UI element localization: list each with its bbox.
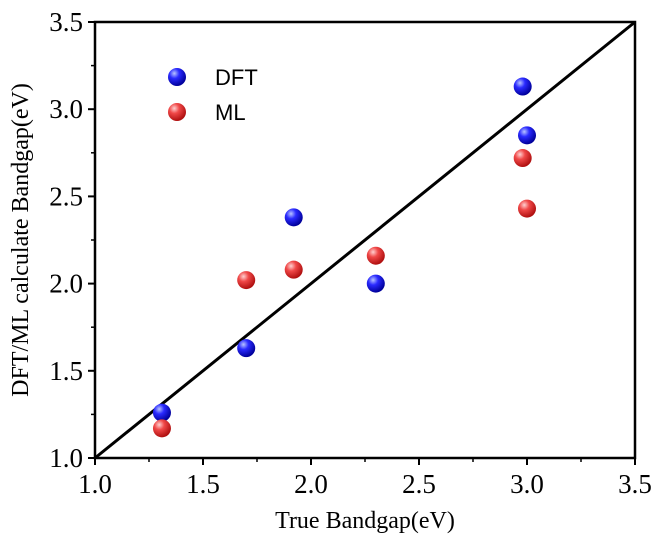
data-point-dft [237, 339, 256, 358]
data-point-ml [513, 149, 532, 168]
x-tick-label: 3.0 [510, 469, 544, 499]
x-tick-label: 1.5 [186, 469, 220, 499]
x-tick-label: 2.5 [402, 469, 436, 499]
data-point-ml [284, 260, 303, 279]
data-point-ml [152, 419, 171, 438]
legend-label-dft: DFT [215, 65, 258, 90]
data-point-ml [237, 271, 256, 290]
legend-label-ml: ML [215, 100, 246, 125]
data-point-dft [513, 77, 532, 96]
data-point-dft [284, 208, 303, 227]
y-axis-title: DFT/ML calculate Bandgap(eV) [8, 83, 34, 397]
x-axis-title: True Bandgap(eV) [275, 508, 455, 534]
y-tick-label: 1.0 [49, 443, 83, 473]
y-tick-label: 3.0 [49, 94, 83, 124]
y-tick-label: 2.5 [49, 181, 83, 211]
y-tick-label: 2.0 [49, 269, 83, 299]
identity-reference-line [94, 20, 636, 460]
y-axis-ticks: 1.0 1.5 2.0 2.5 3.0 3.5 [49, 7, 95, 473]
x-tick-label: 3.5 [618, 469, 652, 499]
legend-marker-ml [168, 103, 186, 121]
x-tick-label: 2.0 [294, 469, 328, 499]
data-point-dft [518, 126, 536, 145]
data-point-dft [152, 403, 171, 422]
x-tick-label: 1.0 [78, 469, 112, 499]
legend-item-dft: DFT [168, 65, 258, 90]
x-axis-ticks: 1.0 1.5 2.0 2.5 3.0 3.5 [78, 458, 652, 499]
legend-item-ml: ML [168, 100, 246, 125]
y-tick-label: 3.5 [49, 7, 83, 37]
y-tick-label: 1.5 [49, 356, 83, 386]
reference-line-layer [94, 20, 636, 460]
legend-marker-dft [168, 68, 186, 86]
data-point-dft [366, 274, 385, 293]
data-point-ml [518, 199, 536, 218]
data-points-layer [152, 77, 536, 438]
legend: DFT ML [168, 65, 258, 125]
data-point-ml [366, 246, 385, 265]
plot-area-frame [93, 20, 637, 460]
